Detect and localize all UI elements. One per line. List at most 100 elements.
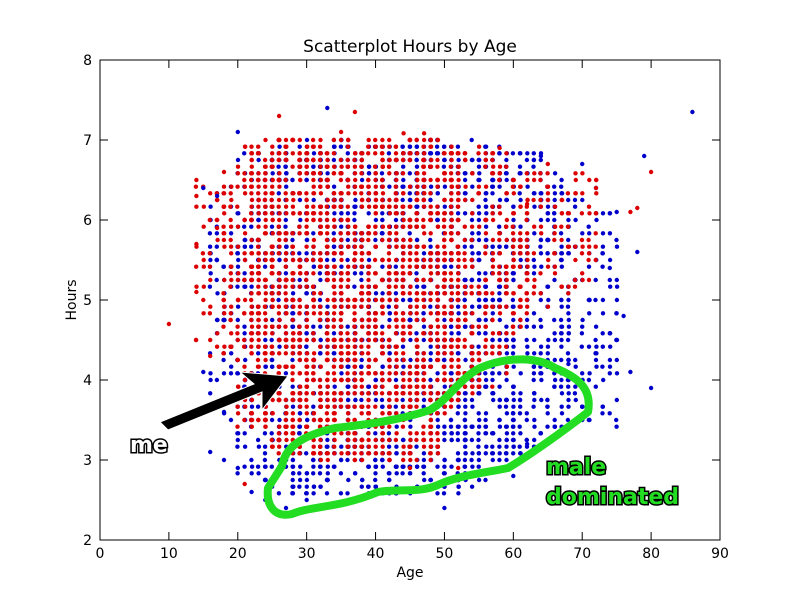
red-point — [201, 204, 206, 209]
blue-point — [462, 457, 468, 463]
blue-outlier-point — [221, 457, 227, 463]
red-point — [304, 217, 309, 223]
blue-point — [491, 397, 496, 403]
blue-point — [518, 257, 523, 263]
red-point — [428, 337, 434, 343]
red-point — [359, 237, 365, 243]
red-point — [304, 271, 309, 276]
red-point — [249, 197, 255, 203]
blue-point — [311, 491, 316, 496]
red-point — [228, 271, 233, 276]
red-point — [331, 271, 336, 276]
red-point — [352, 351, 358, 356]
red-point — [401, 271, 406, 276]
blue-point — [277, 257, 282, 263]
red-point — [284, 311, 289, 316]
blue-point — [483, 431, 488, 436]
blue-point — [215, 317, 220, 323]
red-point — [221, 231, 226, 236]
red-point — [332, 357, 337, 363]
blue-point — [545, 211, 550, 216]
blue-point — [345, 364, 350, 369]
blue-point — [249, 224, 254, 229]
blue-point — [539, 264, 544, 269]
red-point — [269, 324, 275, 329]
red-point — [414, 397, 420, 403]
red-point — [545, 191, 551, 196]
red-point — [456, 244, 461, 249]
red-point — [256, 337, 261, 343]
blue-point — [566, 357, 571, 363]
red-point — [366, 204, 372, 209]
red-point — [373, 297, 379, 303]
red-point — [470, 331, 475, 336]
red-point — [269, 157, 275, 163]
red-point — [311, 364, 316, 369]
blue-point — [580, 371, 585, 376]
red-point — [222, 311, 227, 316]
red-point — [339, 217, 344, 223]
red-point — [470, 324, 475, 329]
red-point — [298, 164, 303, 169]
red-point — [469, 224, 475, 229]
red-point — [311, 417, 317, 423]
red-point — [249, 237, 254, 243]
red-point — [497, 164, 503, 169]
red-point — [428, 164, 434, 169]
blue-point — [255, 404, 261, 409]
red-point — [277, 237, 282, 243]
blue-point — [491, 177, 496, 183]
blue-point — [386, 151, 392, 156]
blue-point — [269, 431, 274, 436]
red-point — [256, 317, 261, 323]
blue-point — [490, 444, 495, 449]
red-point — [449, 257, 454, 263]
red-point — [414, 311, 419, 316]
blue-point — [394, 424, 399, 429]
red-point — [318, 437, 323, 443]
red-point — [469, 291, 474, 296]
red-point — [504, 217, 510, 223]
x-tick-label: 90 — [711, 546, 729, 562]
red-point — [428, 437, 434, 443]
blue-point — [311, 324, 316, 329]
blue-point — [208, 371, 213, 376]
red-point — [249, 171, 255, 176]
blue-point — [469, 457, 474, 463]
blue-point — [283, 217, 288, 223]
blue-point — [242, 244, 247, 249]
red-point — [401, 204, 406, 209]
red-point — [263, 231, 268, 236]
red-point — [345, 144, 351, 149]
red-point — [311, 251, 316, 256]
red-point — [414, 217, 419, 223]
blue-point — [408, 424, 413, 429]
red-point — [407, 364, 413, 369]
red-point — [491, 164, 496, 169]
red-point — [359, 164, 364, 169]
red-point — [387, 377, 392, 383]
red-point — [456, 264, 461, 269]
blue-point — [607, 371, 612, 376]
red-point — [304, 231, 309, 236]
red-point — [352, 311, 357, 316]
blue-point — [476, 257, 481, 263]
blue-point — [235, 157, 241, 163]
red-point — [331, 337, 336, 343]
red-point — [283, 304, 289, 309]
blue-point — [339, 224, 344, 229]
red-point — [297, 231, 302, 236]
red-point — [346, 191, 351, 196]
red-point — [331, 324, 336, 329]
blue-point — [476, 277, 482, 283]
blue-outlier-point — [690, 109, 695, 115]
red-point — [345, 297, 351, 303]
red-point — [401, 457, 406, 463]
red-point — [414, 317, 419, 323]
blue-point — [235, 264, 241, 269]
blue-point — [600, 211, 606, 216]
blue-point — [497, 397, 502, 403]
blue-point — [552, 384, 557, 389]
blue-point — [497, 224, 502, 229]
blue-point — [511, 204, 516, 209]
